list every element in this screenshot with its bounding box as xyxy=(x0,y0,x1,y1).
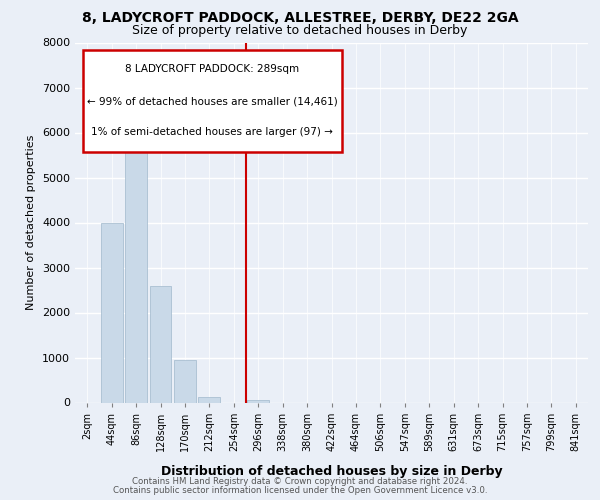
Bar xyxy=(149,286,172,403)
Text: 8, LADYCROFT PADDOCK, ALLESTREE, DERBY, DE22 2GA: 8, LADYCROFT PADDOCK, ALLESTREE, DERBY, … xyxy=(82,11,518,25)
Bar xyxy=(125,108,147,403)
X-axis label: Distribution of detached houses by size in Derby: Distribution of detached houses by size … xyxy=(161,465,502,478)
Text: 8 LADYCROFT PADDOCK: 289sqm: 8 LADYCROFT PADDOCK: 289sqm xyxy=(125,64,299,74)
Y-axis label: Number of detached properties: Number of detached properties xyxy=(26,135,37,310)
Bar xyxy=(101,222,122,402)
Bar xyxy=(174,360,196,403)
Text: ← 99% of detached houses are smaller (14,461): ← 99% of detached houses are smaller (14… xyxy=(87,96,338,106)
Text: 1% of semi-detached houses are larger (97) →: 1% of semi-detached houses are larger (9… xyxy=(91,127,333,137)
Text: Contains public sector information licensed under the Open Government Licence v3: Contains public sector information licen… xyxy=(113,486,487,495)
FancyBboxPatch shape xyxy=(83,50,342,152)
Bar xyxy=(247,400,269,402)
Bar xyxy=(199,396,220,402)
Text: Contains HM Land Registry data © Crown copyright and database right 2024.: Contains HM Land Registry data © Crown c… xyxy=(132,477,468,486)
Text: Size of property relative to detached houses in Derby: Size of property relative to detached ho… xyxy=(133,24,467,37)
